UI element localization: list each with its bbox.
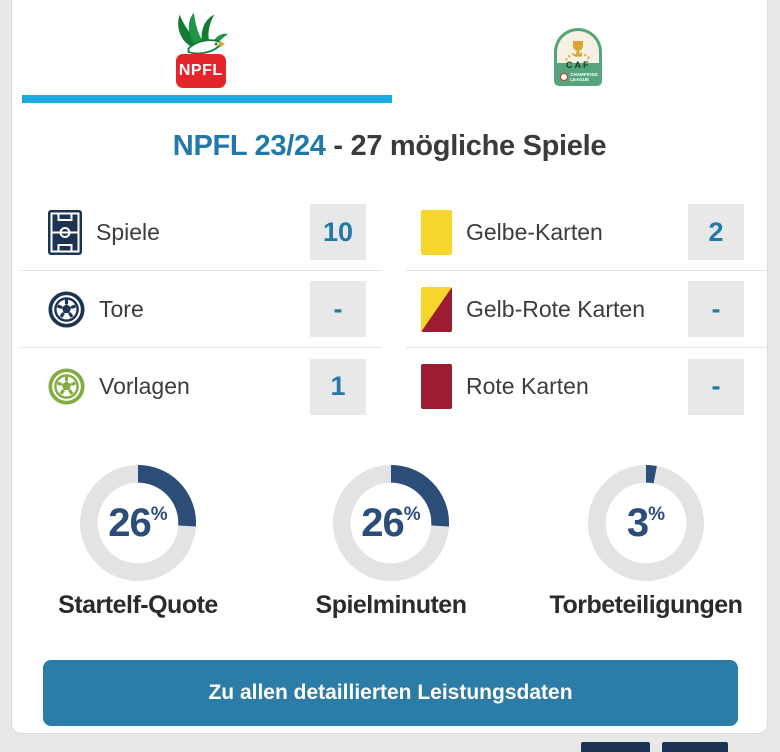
stat-row-vorlagen: Vorlagen 1 [21,348,382,425]
yellow-card-icon [421,209,452,255]
ball-icon [48,290,85,328]
donut-percent: 3% [626,501,666,545]
stat-row-gelbe-karten: Gelbe-Karten 2 [406,194,769,271]
stat-row-spiele: Spiele 10 [21,194,382,271]
yellow-red-card-icon [421,286,452,332]
title-competition: NPFL 23/24 [172,130,326,162]
donut-spielminuten: 26% Spielminuten [268,464,514,620]
donut-chart: 26% [79,464,197,582]
donut-startelf-quote: 26% Startelf-Quote [15,464,261,620]
stat-label: Vorlagen [99,373,190,399]
npfl-logo-text: NPFL [175,54,226,88]
ball-assist-icon [48,368,85,405]
npfl-eagle-icon [177,12,228,55]
tab-npfl[interactable]: NPFL [12,0,390,95]
stat-value-box: - [688,281,744,337]
partial-button-right[interactable] [662,742,728,752]
stat-row-rote-karten: Rote Karten - [406,348,769,425]
competition-tabs: NPFL CAF CHAMPIONS LEAGUE [12,0,767,95]
stat-value-box: 10 [310,204,366,260]
stat-row-gelb-rote-karten: Gelb-Rote Karten - [406,271,769,348]
section-title: NPFL 23/24 - 27 mögliche Spiele [12,130,767,163]
caf-champions-league-logo: CAF CHAMPIONS LEAGUE [554,27,603,86]
caf-ball-icon [560,72,569,81]
caf-logo-text: CAF [566,59,591,70]
stat-label: Gelb-Rote Karten [466,295,645,322]
red-card-icon [421,364,452,409]
stat-label: Gelbe-Karten [466,218,603,245]
detailed-performance-data-button[interactable]: Zu allen detaillierten Leistungsdaten [43,660,738,726]
stat-label: Tore [99,295,144,322]
caf-logo-subtext-row: CHAMPIONS LEAGUE [554,72,602,82]
stat-row-tore: Tore - [21,271,382,348]
stats-column-right: Gelbe-Karten 2 Gelb-Rote Karten - Rote K… [406,194,769,425]
active-tab-indicator [22,95,392,103]
caf-logo-subtext: CHAMPIONS LEAGUE [570,71,598,82]
title-rest: - 27 mögliche Spiele [325,130,607,162]
partial-button-left[interactable] [581,742,650,752]
stat-value-box: - [688,358,744,415]
donut-chart: 26% [332,464,450,582]
stat-label: Rote Karten [466,373,589,399]
donut-percent: 26% [361,501,421,545]
donut-chart: 3% [587,464,705,582]
trophy-icon [565,40,592,61]
stat-label: Spiele [96,218,160,245]
donut-torbeteiligungen: 3% Torbeteiligungen [523,464,769,620]
npfl-league-logo: NPFL [173,11,229,88]
donut-label: Torbeteiligungen [549,591,743,619]
stats-card: NPFL CAF CHAMPIONS LEAGUE [11,0,769,734]
caf-logo-trophy-area [557,30,600,63]
pitch-icon [48,209,82,255]
stats-column-left: Spiele 10 Tore - [21,194,382,425]
donut-percent: 26% [108,501,168,545]
donut-label: Spielminuten [315,591,467,619]
stat-value-box: 1 [310,358,366,415]
donut-label: Startelf-Quote [58,591,218,619]
stat-value-box: - [310,281,366,337]
tab-caf-champions-league[interactable]: CAF CHAMPIONS LEAGUE [390,0,768,95]
stat-value-box: 2 [688,204,744,260]
